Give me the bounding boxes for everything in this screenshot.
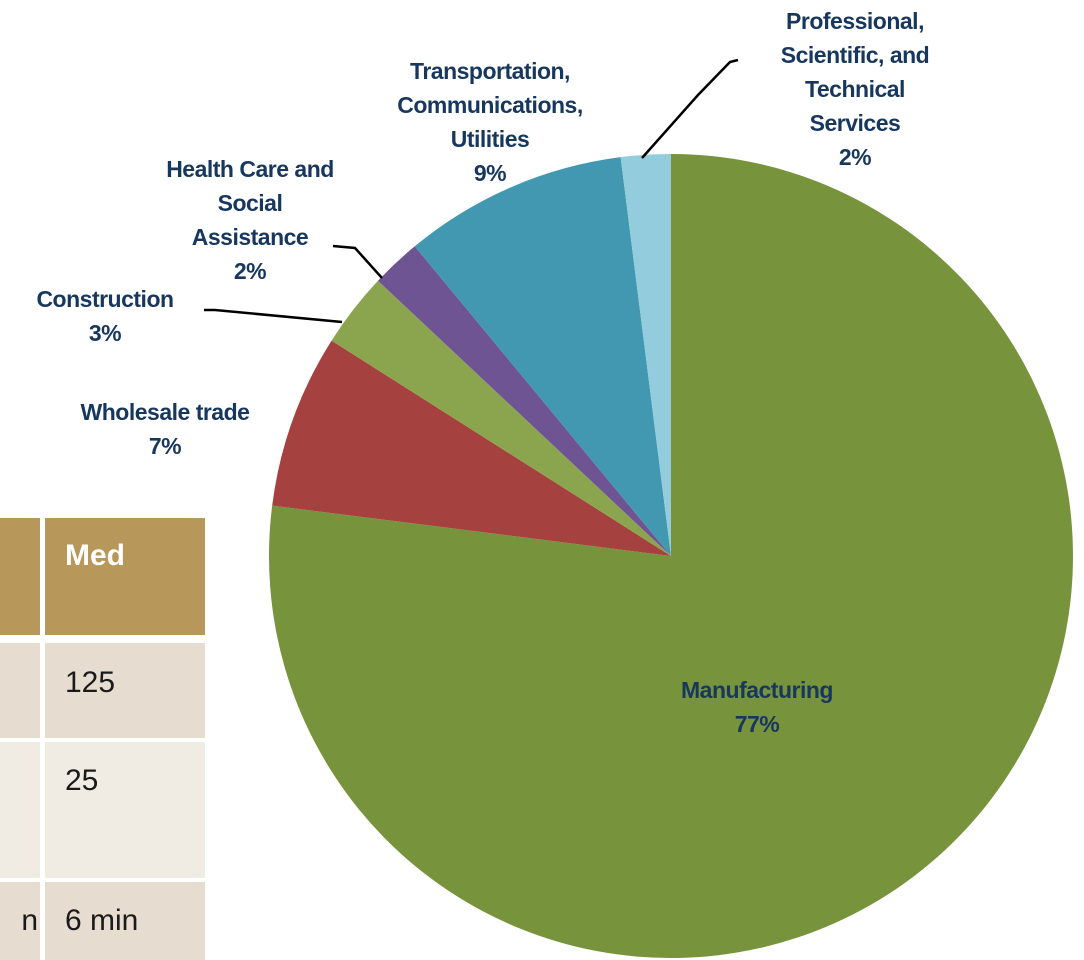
label-line: Manufacturing (681, 677, 833, 703)
value-label: 2% (839, 144, 871, 170)
slice (272, 340, 671, 556)
header-cell (0, 518, 40, 635)
cell-bg (45, 742, 205, 878)
cell-text: 125 (65, 666, 115, 699)
header-text: Med (65, 539, 125, 572)
label-line: Wholesale trade (81, 399, 250, 425)
slice (377, 246, 671, 557)
cell-bg (0, 643, 40, 738)
value-label: 77% (735, 711, 780, 737)
slice-label: Transportation, Communications, Utilities (397, 58, 582, 152)
leader-line (641, 58, 739, 159)
labels: Manufacturing 77% Wholesale trade 7% Constru… (36, 8, 929, 737)
label-line: Technical (805, 76, 905, 102)
label-line: Health Care and (166, 156, 334, 182)
cell-bg (0, 882, 40, 960)
table: Med 125 25 n 6 min (0, 518, 205, 960)
cell-text: 6 min (65, 904, 138, 937)
slice-label: Manufacturing (681, 677, 833, 703)
slice (414, 157, 671, 556)
label-line: Assistance (192, 224, 308, 250)
slice-label: Professional, Scientific, and Technical Ser… (781, 8, 929, 136)
slice (620, 154, 671, 556)
label-line: Scientific, and (781, 42, 929, 68)
pie (269, 154, 1074, 958)
label-line: Transportation, (410, 58, 570, 84)
cell-text: 25 (65, 764, 98, 797)
value-label: 3% (89, 320, 121, 346)
slice-label: Health Care and Social Assistance (166, 156, 334, 250)
label-line: Communications, (397, 92, 582, 118)
label-line: Social (218, 190, 283, 216)
slice-label: Construction (36, 286, 173, 312)
leader-line (332, 244, 383, 279)
label-line: Services (810, 110, 901, 136)
cell-bg (0, 742, 40, 878)
header-cell (45, 518, 205, 635)
leader-lines (204, 58, 739, 324)
label-line: Professional, (786, 8, 924, 34)
cell-text: n (21, 904, 38, 937)
slice (331, 280, 671, 556)
cell-bg (45, 643, 205, 738)
label-line: Utilities (451, 126, 530, 152)
leader-line (204, 308, 343, 324)
value-label: 2% (234, 258, 266, 284)
value-label: 9% (474, 160, 506, 186)
slice-label: Wholesale trade (81, 399, 250, 425)
slice (269, 154, 1074, 958)
value-label: 7% (149, 433, 181, 459)
label-line: Construction (36, 286, 173, 312)
cell-bg (45, 882, 205, 960)
